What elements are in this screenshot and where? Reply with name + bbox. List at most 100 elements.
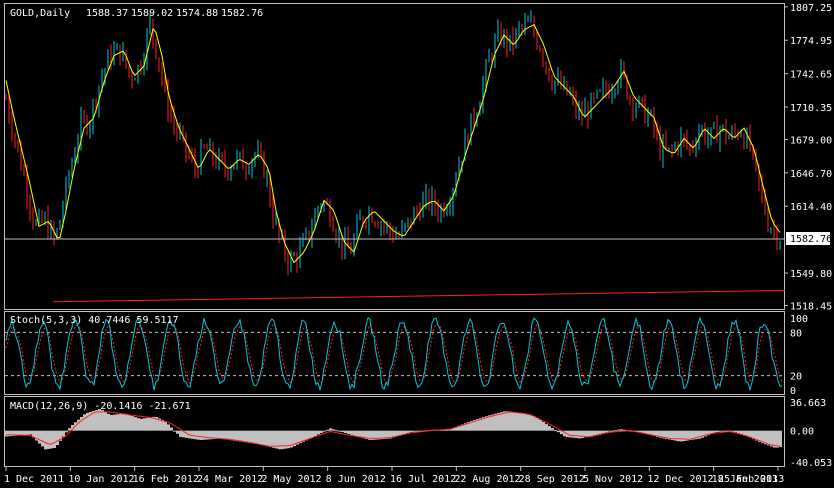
macd-histogram-bar (197, 430, 200, 440)
macd-histogram-bar (596, 430, 599, 435)
macd-histogram-bar (299, 430, 302, 444)
macd-histogram-bar (92, 410, 95, 431)
macd-histogram-bar (650, 430, 653, 436)
time-tick-label: 10 Jan 2012 (68, 474, 134, 485)
time-tick-label: 1 Dec 2011 (4, 474, 64, 485)
macd-panel: MACD(12,26,9) -20.1416 -21.671 36.663 0.0… (4, 396, 832, 469)
price-panel-border (4, 3, 785, 310)
macd-histogram-bar (104, 411, 107, 431)
macd-histogram-bar (473, 420, 476, 431)
macd-histogram-bar (167, 424, 170, 431)
macd-histogram-bar (227, 430, 230, 440)
stochastic-title: Stoch(5,3,3) 40.7446 59.5117 (10, 315, 179, 326)
macd-histogram-bar (65, 430, 68, 433)
macd-histogram-bar (464, 423, 467, 431)
macd-histogram-bar (692, 430, 695, 440)
macd-histogram-bar (11, 430, 14, 436)
macd-histogram-bar (467, 422, 470, 431)
macd-histogram-bar (761, 430, 764, 444)
macd-histogram-bar (617, 429, 620, 431)
macd-histogram-bar (515, 412, 518, 431)
price-tick-label: 1807.25 (790, 3, 832, 14)
macd-histogram-bar (62, 430, 65, 437)
macd-histogram-bar (80, 417, 83, 431)
macd-histogram-bar (107, 413, 110, 431)
price-tick-label: 1518.45 (790, 301, 832, 312)
macd-histogram-bar (404, 430, 407, 434)
macd-histogram-bar (686, 430, 689, 441)
macd-histogram-bar (578, 430, 581, 439)
macd-histogram-bar (752, 430, 755, 440)
macd-histogram-bar (335, 430, 338, 432)
macd-histogram-bar (218, 430, 221, 439)
macd-histogram-bar (413, 430, 416, 432)
macd-histogram-bar (701, 430, 704, 438)
macd-histogram-bar (17, 430, 20, 436)
macd-histogram-bar (323, 430, 326, 432)
macd-histogram-bar (770, 430, 773, 447)
macd-histogram-bar (452, 427, 455, 431)
price-tick-label: 1679.00 (790, 135, 832, 146)
macd-histogram-bar (740, 430, 743, 435)
macd-histogram-bar (470, 420, 473, 431)
symbol-title: GOLD,Daily (10, 8, 70, 19)
macd-histogram-bar (677, 430, 680, 442)
macd-histogram-bar (461, 424, 464, 431)
macd-histogram-bar (581, 430, 584, 439)
macd-histogram-bar (623, 429, 626, 431)
macd-histogram-bar (272, 430, 275, 448)
macd-histogram-bar (248, 430, 251, 444)
macd-histogram-bar (119, 413, 122, 431)
macd-histogram-bar (191, 430, 194, 439)
macd-histogram-bar (125, 413, 128, 431)
macd-histogram-bar (26, 430, 29, 435)
macd-histogram-bar (275, 430, 278, 449)
macd-histogram-bar (476, 419, 479, 431)
macd-histogram-bar (764, 430, 767, 445)
macd-histogram-bar (662, 430, 665, 439)
macd-histogram-bar (362, 430, 365, 439)
macd-histogram-bar (509, 411, 512, 431)
macd-histogram-bar (242, 430, 245, 443)
macd-histogram-bar (716, 430, 719, 433)
macd-histogram-bar (314, 430, 317, 436)
macd-histogram-bar (599, 430, 602, 434)
macd-histogram-bar (695, 430, 698, 440)
macd-histogram-bar (89, 411, 92, 431)
macd-histogram-bar (707, 430, 710, 436)
macd-histogram-bar (488, 415, 491, 431)
macd-histogram-bar (350, 430, 353, 435)
macd-histogram-bar (170, 427, 173, 431)
macd-histogram-bar (182, 430, 185, 438)
macd-histogram-bar (521, 413, 524, 431)
macd-histogram-bar (131, 416, 134, 431)
macd-histogram-bar (653, 430, 656, 437)
macd-histogram-bar (53, 430, 56, 449)
macd-axis: 36.663 0.00 -40.053 (790, 398, 832, 469)
ohlc-high: 1589.02 (131, 8, 173, 19)
ohlc-open: 1588.37 (86, 8, 128, 19)
macd-histogram-bar (365, 430, 368, 439)
macd-histogram-bar (173, 430, 176, 432)
macd-histogram-bar (302, 430, 305, 442)
macd-histogram-bar (41, 430, 44, 447)
macd-histogram-bar (398, 430, 401, 436)
stoch-tick-label: 0 (790, 386, 796, 397)
macd-histogram-bar (221, 430, 224, 439)
time-tick-label: 22 Aug 2012 (454, 474, 520, 485)
macd-title: MACD(12,26,9) -20.1416 -21.671 (10, 401, 191, 412)
macd-histogram-bar (554, 430, 557, 432)
macd-histogram-bar (260, 430, 263, 445)
time-tick-label: 25 Feb 2013 (718, 474, 784, 485)
macd-histogram-bar (755, 430, 758, 441)
macd-histogram-bar (389, 430, 392, 439)
macd-histogram-bar (266, 430, 269, 447)
macd-histogram-bar (152, 416, 155, 431)
macd-histogram-bar (395, 430, 398, 437)
time-tick-label: 24 Mar 2012 (197, 474, 263, 485)
macd-histogram-bar (494, 413, 497, 431)
price-tick-label: 1742.65 (790, 70, 832, 81)
macd-histogram-bar (308, 430, 311, 439)
